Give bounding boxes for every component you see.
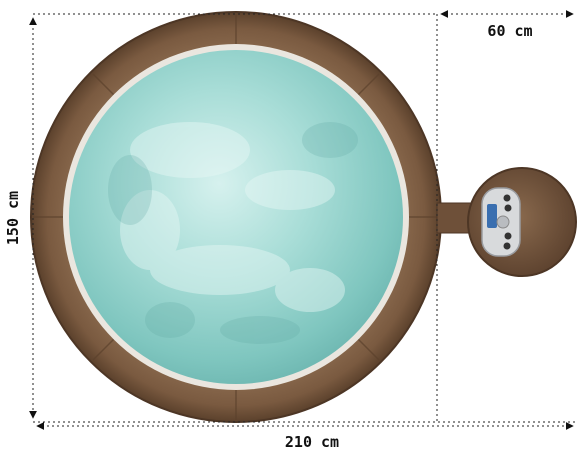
offset-dimension-label: 60 cm bbox=[487, 22, 532, 40]
water-texture-dark bbox=[108, 122, 358, 344]
control-pod bbox=[436, 167, 577, 277]
tub-water bbox=[69, 50, 403, 384]
depth-dimension-label: 150 cm bbox=[4, 191, 22, 245]
length-dimension-label: 210 cm bbox=[285, 433, 339, 451]
rim-seams bbox=[33, 14, 439, 420]
control-panel-icon bbox=[481, 187, 521, 257]
water-texture bbox=[120, 122, 345, 312]
dimension-lines bbox=[29, 10, 577, 430]
hot-tub-top-view-icon bbox=[30, 11, 442, 423]
